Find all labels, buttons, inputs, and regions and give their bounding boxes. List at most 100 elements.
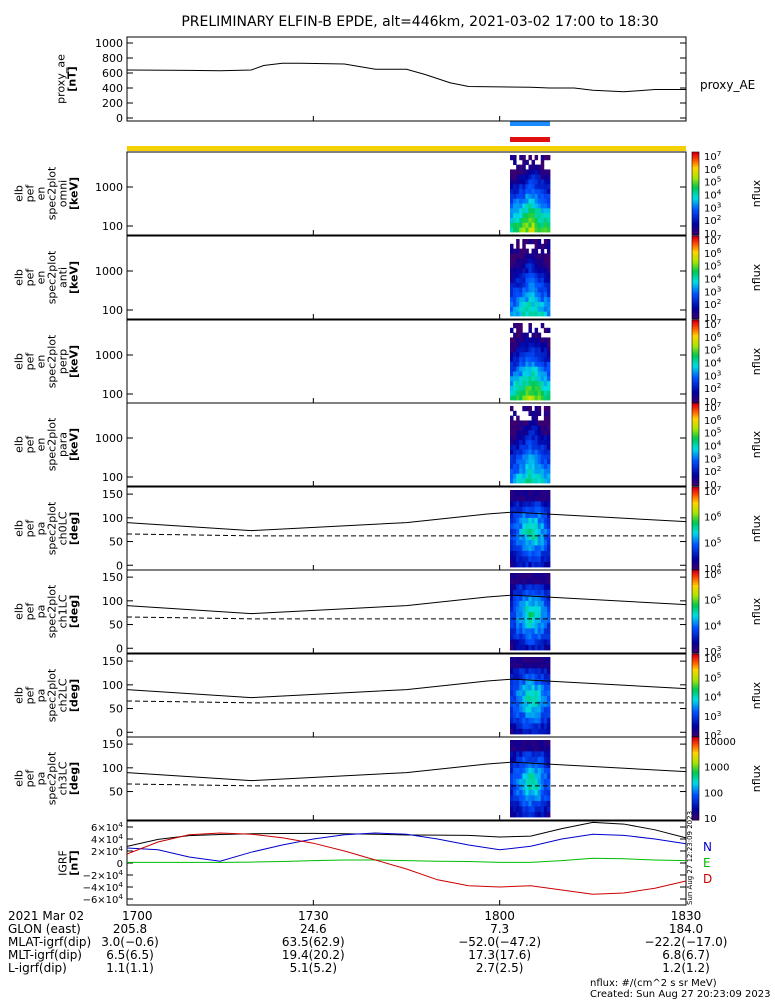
loss-cone-line bbox=[126, 511, 687, 532]
colorbar-segment bbox=[692, 386, 699, 389]
colorbar-segment bbox=[692, 776, 699, 779]
spectrogram-cell bbox=[534, 351, 539, 358]
spectrogram-cell bbox=[519, 639, 523, 645]
spectrogram-cell bbox=[540, 751, 545, 757]
colorbar-segment bbox=[692, 545, 699, 548]
spectrogram-cell bbox=[537, 212, 542, 218]
spectrogram-cell bbox=[543, 420, 548, 426]
spectrogram-cell bbox=[516, 628, 520, 634]
spectrogram-cell bbox=[534, 657, 539, 663]
spectrogram-cell bbox=[531, 478, 536, 484]
spectrogram-cell bbox=[546, 701, 551, 707]
colorbar-segment bbox=[692, 503, 699, 507]
spectrogram-cell bbox=[546, 745, 551, 752]
spectrogram-cell bbox=[531, 673, 536, 680]
colorbar-segment bbox=[692, 672, 699, 676]
spectrogram-cell bbox=[522, 337, 526, 343]
spectrogram-cell bbox=[525, 545, 529, 551]
spectrogram-cell bbox=[531, 501, 536, 507]
spectrogram-cell bbox=[537, 795, 542, 801]
colorbar-segment bbox=[692, 613, 699, 617]
spectrogram-cell bbox=[522, 169, 526, 175]
colorbar-segment bbox=[692, 768, 699, 771]
colorbar-segment bbox=[692, 705, 699, 709]
panel-ylabel-line: omni bbox=[57, 180, 70, 207]
colorbar-segment bbox=[692, 662, 699, 665]
spectrogram-cell bbox=[510, 701, 514, 707]
colorbar-segment bbox=[692, 473, 699, 477]
colorbar-tick-label: 10 bbox=[704, 229, 717, 240]
spectrogram-cell bbox=[546, 600, 551, 607]
spectrogram-cell bbox=[522, 657, 526, 663]
panel-ytick-label: 50 bbox=[109, 703, 123, 716]
spectrogram-cell bbox=[534, 679, 539, 685]
spectrogram-cell bbox=[522, 506, 526, 513]
spectrogram-cell bbox=[516, 695, 520, 702]
spectrogram-cell bbox=[513, 287, 517, 293]
spectrogram-cell bbox=[528, 439, 532, 445]
spectrogram-cell bbox=[546, 695, 551, 702]
footer-units: nflux: #/(cm^2 s sr MeV) bbox=[590, 978, 717, 989]
panel-ylabel-line: perp bbox=[57, 349, 70, 374]
spectrogram-cell bbox=[510, 561, 514, 568]
colorbar-segment bbox=[692, 650, 699, 654]
panel-ytick-label: 50 bbox=[109, 786, 123, 799]
spectrogram-cell bbox=[534, 478, 539, 484]
spectrogram-cell bbox=[537, 723, 542, 729]
colorbar-segment bbox=[692, 644, 699, 648]
spectrogram-cell bbox=[510, 243, 514, 250]
spectrogram-cell bbox=[519, 217, 523, 223]
spectrogram-cell bbox=[522, 395, 526, 401]
spectrogram-cell bbox=[510, 668, 514, 674]
spectrogram-cell bbox=[513, 430, 517, 436]
spectrogram-cell bbox=[531, 617, 536, 623]
loss-cone-line bbox=[126, 761, 687, 782]
spectrogram-cell bbox=[540, 628, 545, 634]
spectrogram-cell bbox=[525, 332, 529, 338]
spectrogram-cell bbox=[516, 745, 520, 752]
spectrogram-cell bbox=[546, 784, 551, 790]
spectrogram-cell bbox=[534, 342, 539, 348]
spectrogram-cell bbox=[546, 673, 551, 680]
spectrogram-cell bbox=[513, 501, 517, 507]
panel-ylabel-line: elb bbox=[13, 687, 26, 704]
spectrogram-cell bbox=[513, 512, 517, 518]
spectrogram-cell bbox=[510, 622, 514, 629]
spectrogram-cell bbox=[534, 495, 539, 502]
spectrogram-cell bbox=[534, 539, 539, 546]
spectrogram-cell bbox=[510, 673, 514, 680]
spectrogram-cell bbox=[531, 332, 536, 338]
spectrogram-cell bbox=[513, 740, 517, 746]
spectrogram-cell bbox=[534, 444, 539, 450]
spectrogram-cell bbox=[528, 584, 532, 590]
spectrogram-cell bbox=[528, 239, 532, 245]
spectrogram-cell bbox=[543, 291, 548, 298]
spectrogram-cell bbox=[522, 695, 526, 702]
colorbar-segment bbox=[692, 634, 699, 637]
panel-ytick-label: 150 bbox=[102, 488, 123, 501]
x-axis-tick-label: 1730 bbox=[298, 909, 329, 923]
spectrogram-cell bbox=[531, 657, 536, 663]
spectrogram-cell bbox=[513, 174, 517, 180]
spectrogram-cell bbox=[534, 347, 539, 353]
spectrogram-cell bbox=[546, 356, 551, 362]
spectrogram-cell bbox=[537, 556, 542, 562]
spectrogram-cell bbox=[543, 811, 548, 818]
spectrogram-cell bbox=[540, 227, 545, 233]
spectrogram-cell bbox=[531, 375, 536, 382]
spectrogram-cell bbox=[516, 198, 520, 204]
spectrogram-cell bbox=[519, 179, 523, 185]
spectrogram-cell bbox=[543, 478, 548, 484]
colorbar-segment bbox=[692, 726, 699, 730]
spectrogram-cell bbox=[525, 495, 529, 502]
spectrogram-cell bbox=[510, 806, 514, 812]
colorbar-segment bbox=[692, 540, 699, 544]
spectrogram-cell bbox=[540, 159, 545, 166]
spectrogram-cell bbox=[525, 751, 529, 757]
spectrogram-cell bbox=[537, 523, 542, 529]
spectrogram-cell bbox=[513, 595, 517, 601]
spectrogram-cell bbox=[540, 556, 545, 562]
spectrogram-cell bbox=[540, 253, 545, 259]
colorbar-tick-label: 104 bbox=[704, 272, 722, 286]
colorbar-segment bbox=[692, 479, 699, 483]
